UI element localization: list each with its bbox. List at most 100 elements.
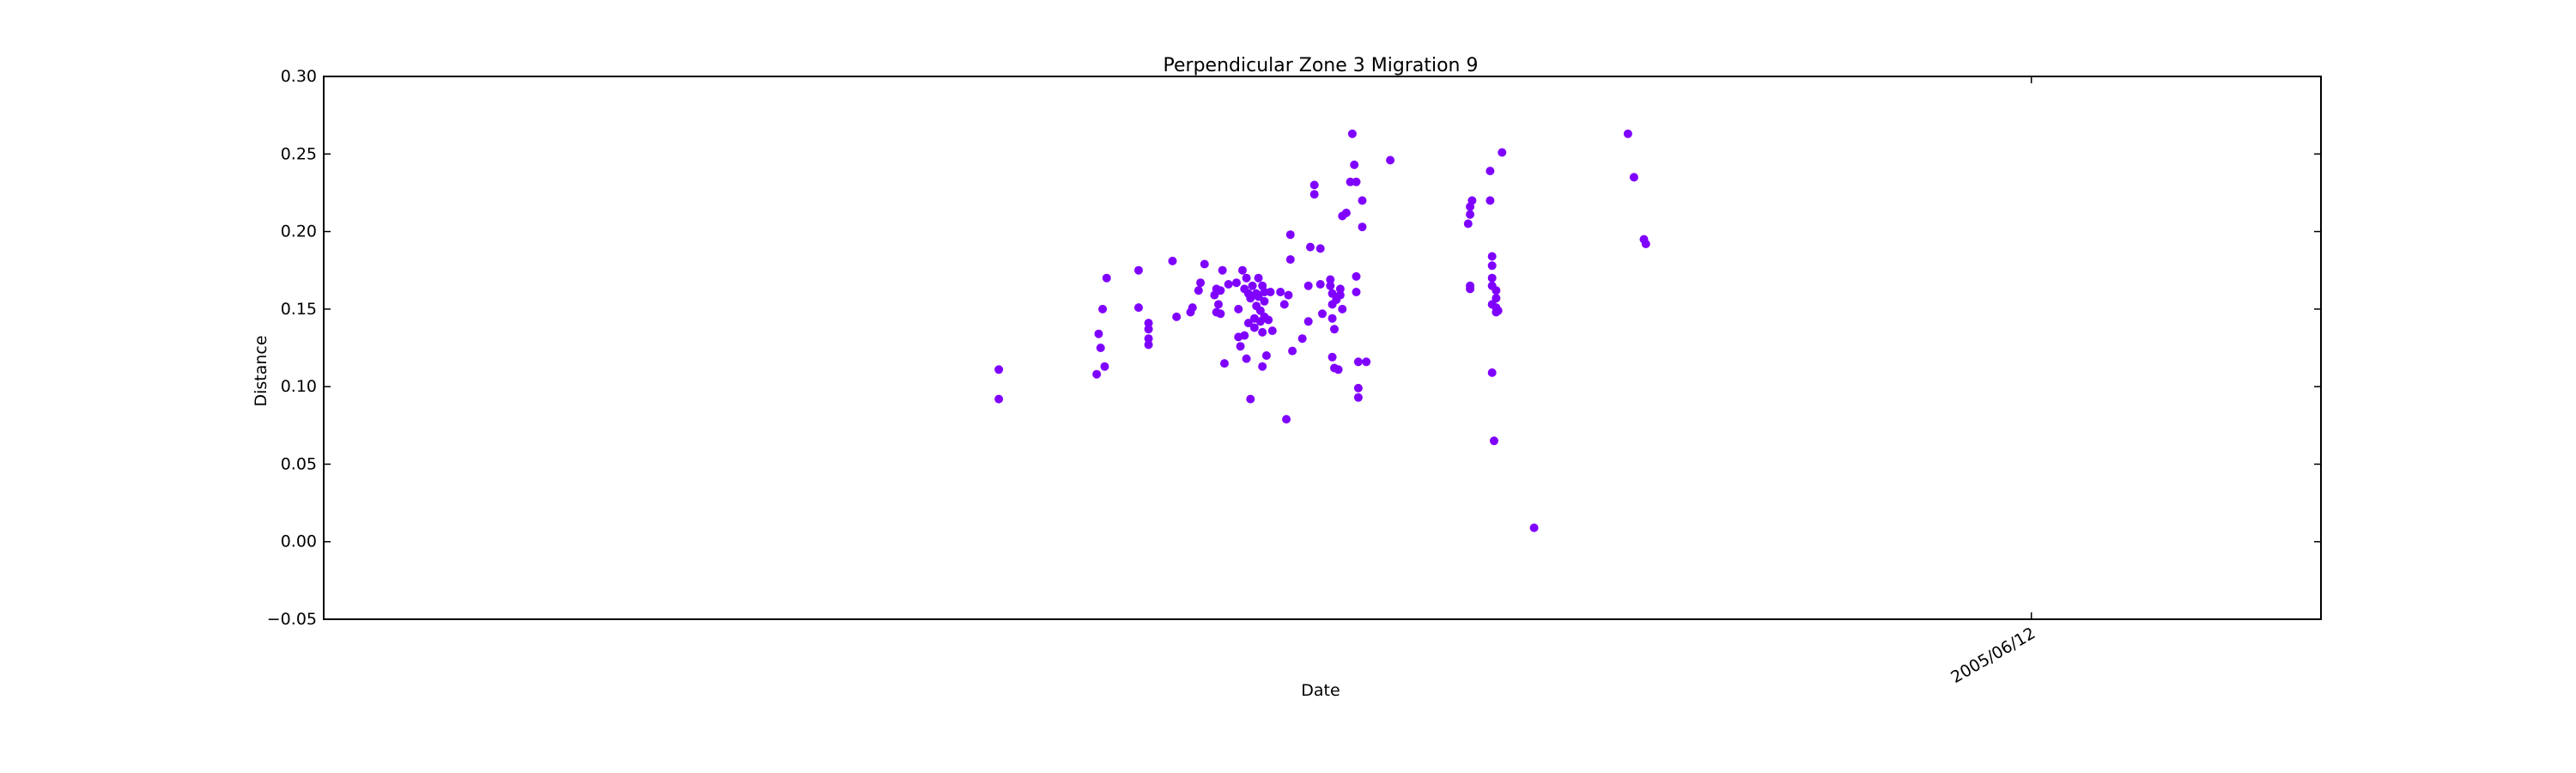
data-point xyxy=(1144,334,1153,344)
data-point xyxy=(1318,309,1327,319)
data-point xyxy=(1492,286,1501,295)
data-point xyxy=(1224,280,1233,289)
data-point xyxy=(1487,273,1497,283)
data-point xyxy=(1260,288,1269,296)
data-point xyxy=(1335,290,1345,300)
data-point xyxy=(1306,242,1315,252)
data-point xyxy=(1200,259,1209,269)
data-point xyxy=(1297,334,1307,344)
data-point xyxy=(1246,294,1255,303)
data-point xyxy=(1358,196,1367,205)
data-point xyxy=(1353,393,1363,402)
data-point xyxy=(1238,265,1247,275)
data-point xyxy=(1216,286,1225,295)
data-point xyxy=(1466,284,1475,294)
plot-area xyxy=(323,76,2322,620)
data-point xyxy=(1629,173,1638,182)
data-point xyxy=(1267,326,1277,336)
data-point xyxy=(1255,306,1265,315)
data-point xyxy=(1485,167,1495,176)
data-point xyxy=(1352,177,1361,186)
data-point xyxy=(1352,288,1361,296)
data-point xyxy=(1188,303,1197,313)
data-point xyxy=(1242,273,1251,283)
data-point xyxy=(1276,288,1285,296)
data-point xyxy=(1487,261,1497,271)
y-tick-label: 0.20 xyxy=(281,222,317,241)
data-point xyxy=(1254,292,1263,301)
data-point xyxy=(1487,368,1497,377)
data-point xyxy=(1172,312,1182,321)
data-point xyxy=(1216,309,1225,319)
data-point xyxy=(1196,278,1206,288)
y-tick-label: 0.05 xyxy=(281,454,317,473)
data-point xyxy=(1463,219,1473,228)
data-point xyxy=(1232,278,1241,288)
data-point xyxy=(1092,369,1102,379)
data-point xyxy=(1487,252,1497,261)
data-point xyxy=(1334,365,1343,374)
y-tick-label: 0.30 xyxy=(281,67,317,86)
data-point xyxy=(1490,436,1498,446)
data-point xyxy=(1338,304,1347,313)
data-point xyxy=(1352,271,1361,281)
data-point xyxy=(1529,523,1539,533)
data-point xyxy=(1493,306,1503,315)
data-point xyxy=(1220,359,1229,368)
data-point xyxy=(1350,160,1359,169)
y-tick-label: 0.25 xyxy=(281,144,317,163)
data-point xyxy=(1327,289,1337,298)
data-point xyxy=(1347,129,1357,138)
data-point xyxy=(1266,288,1275,296)
data-point xyxy=(1492,294,1501,303)
data-point xyxy=(1260,296,1269,306)
data-point xyxy=(1279,300,1289,309)
data-point xyxy=(1096,344,1105,352)
data-point xyxy=(1243,319,1253,328)
data-point xyxy=(1100,362,1109,371)
y-tick-label: −0.05 xyxy=(267,610,317,629)
data-point xyxy=(1102,273,1111,283)
data-point xyxy=(1285,230,1295,240)
data-point xyxy=(1346,177,1355,186)
data-point xyxy=(994,394,1004,404)
data-point xyxy=(1282,415,1291,424)
data-point xyxy=(1309,180,1319,190)
data-point xyxy=(1234,304,1243,313)
data-point xyxy=(1214,300,1223,309)
data-point xyxy=(1264,315,1273,325)
data-point xyxy=(1261,351,1271,360)
data-point xyxy=(1358,222,1367,232)
data-point xyxy=(1134,265,1143,275)
data-point xyxy=(1315,244,1325,253)
y-tick-label: 0.00 xyxy=(281,533,317,551)
y-axis-label: Distance xyxy=(252,335,270,406)
data-point xyxy=(1327,352,1337,362)
x-axis-label: Date xyxy=(1301,681,1340,700)
data-point xyxy=(1194,286,1203,295)
data-point xyxy=(1326,281,1335,290)
data-point xyxy=(1144,325,1153,334)
data-point xyxy=(1144,340,1153,350)
data-point xyxy=(1284,290,1293,300)
data-point xyxy=(1288,346,1297,356)
data-point xyxy=(1134,303,1143,313)
data-point xyxy=(1362,357,1371,367)
data-point xyxy=(1098,304,1108,313)
y-tick-label: 0.10 xyxy=(281,377,317,396)
data-point xyxy=(1466,210,1475,219)
chart-title: Perpendicular Zone 3 Migration 9 xyxy=(1163,55,1479,76)
data-point xyxy=(1353,383,1363,393)
data-point xyxy=(1485,196,1495,205)
data-point xyxy=(1326,275,1335,284)
data-point xyxy=(1249,323,1259,332)
data-point xyxy=(1258,362,1267,371)
data-point xyxy=(1254,273,1263,283)
data-point xyxy=(1236,342,1245,351)
data-point xyxy=(1498,148,1507,157)
data-point xyxy=(1248,281,1257,290)
data-point xyxy=(1341,208,1351,217)
data-point xyxy=(1353,357,1363,367)
data-point xyxy=(1240,331,1249,340)
